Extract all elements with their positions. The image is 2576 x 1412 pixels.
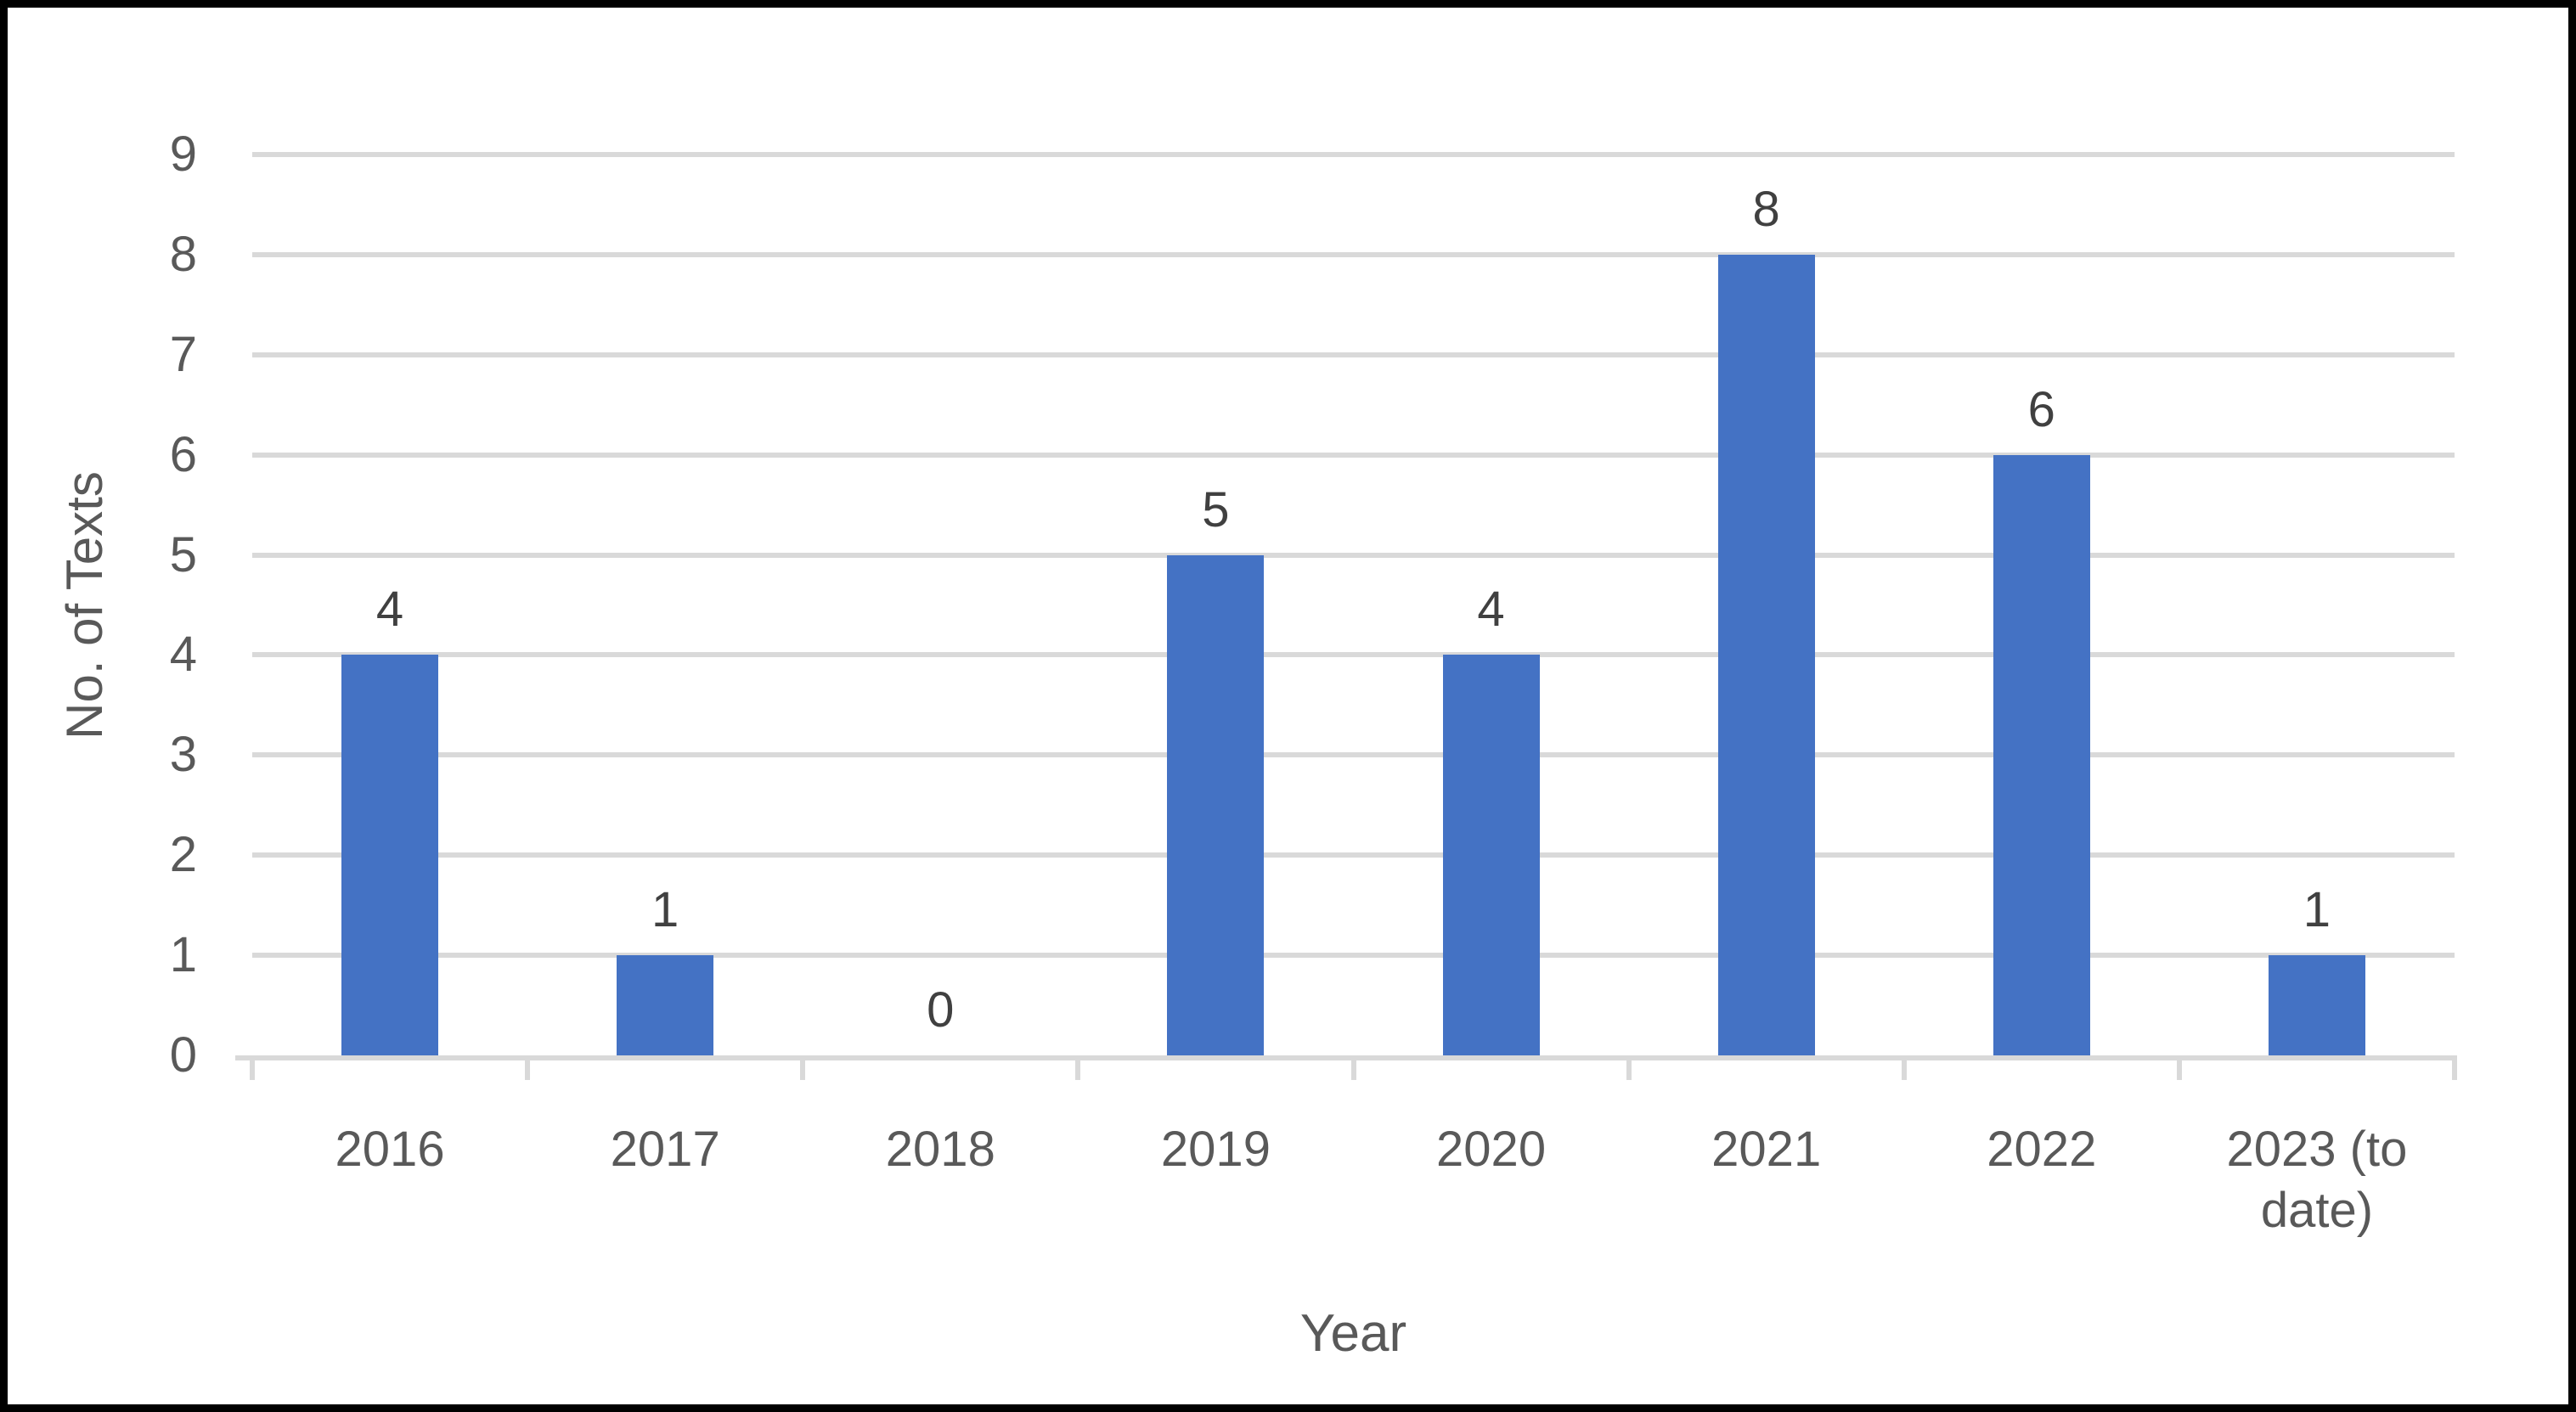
bar-value-label: 6: [2027, 381, 2055, 437]
x-tick-label: 2019: [1160, 1122, 1271, 1177]
y-tick-label: 3: [169, 727, 197, 783]
x-tick-label: 2017: [610, 1122, 720, 1177]
x-tick-label: 2018: [885, 1122, 995, 1177]
bar-value-label: 8: [1752, 181, 1780, 237]
x-tick-label: 2016: [335, 1122, 445, 1177]
bar: [1717, 254, 1815, 1055]
bar: [1442, 655, 1540, 1055]
x-axis-tick: [525, 1055, 531, 1080]
gridline: [252, 251, 2455, 257]
gridline: [252, 552, 2455, 558]
x-axis-tick: [250, 1055, 255, 1080]
gridline: [252, 953, 2455, 959]
y-tick-label: 1: [169, 927, 197, 983]
y-tick-label: 0: [169, 1027, 197, 1083]
x-axis-tick: [1901, 1055, 1907, 1080]
y-axis-title: No. of Texts: [56, 470, 113, 740]
y-tick-label: 9: [169, 127, 197, 182]
y-tick-label: 8: [169, 226, 197, 282]
x-axis-tick: [1350, 1055, 1356, 1080]
x-axis-tick: [1075, 1055, 1081, 1080]
y-tick-label: 6: [169, 426, 197, 482]
bar: [2268, 955, 2365, 1055]
x-axis-tick: [2176, 1055, 2182, 1080]
y-tick-label: 4: [169, 627, 197, 683]
x-axis-tick: [800, 1055, 806, 1080]
y-tick-label: 5: [169, 526, 197, 582]
gridline: [252, 152, 2455, 157]
gridline: [252, 652, 2455, 658]
x-axis-title: Year: [1299, 1304, 1407, 1363]
y-tick-label: 2: [169, 827, 197, 883]
x-axis-tick: [1626, 1055, 1632, 1080]
bar-value-label: 4: [1477, 582, 1505, 638]
x-tick-label: 2023 (to date): [2226, 1122, 2408, 1238]
bar-value-label: 5: [1202, 481, 1230, 537]
bar-value-label: 1: [651, 882, 679, 938]
bar: [1993, 454, 2090, 1055]
x-tick-label: 2020: [1436, 1122, 1547, 1177]
bar: [617, 955, 714, 1055]
bar: [341, 655, 439, 1055]
y-tick-label: 7: [169, 326, 197, 382]
x-tick-label: 2021: [1711, 1122, 1822, 1177]
gridline: [252, 452, 2455, 458]
gridline: [252, 752, 2455, 758]
x-tick-label: 2022: [1987, 1122, 2097, 1177]
gridline: [252, 352, 2455, 357]
bar-value-label: 0: [927, 982, 955, 1038]
x-axis-tick: [2452, 1055, 2457, 1080]
gridline: [252, 852, 2455, 858]
bar: [1167, 554, 1265, 1055]
x-axis-line: [235, 1055, 2455, 1060]
bar-value-label: 1: [2303, 882, 2331, 938]
bar-value-label: 4: [375, 582, 404, 638]
